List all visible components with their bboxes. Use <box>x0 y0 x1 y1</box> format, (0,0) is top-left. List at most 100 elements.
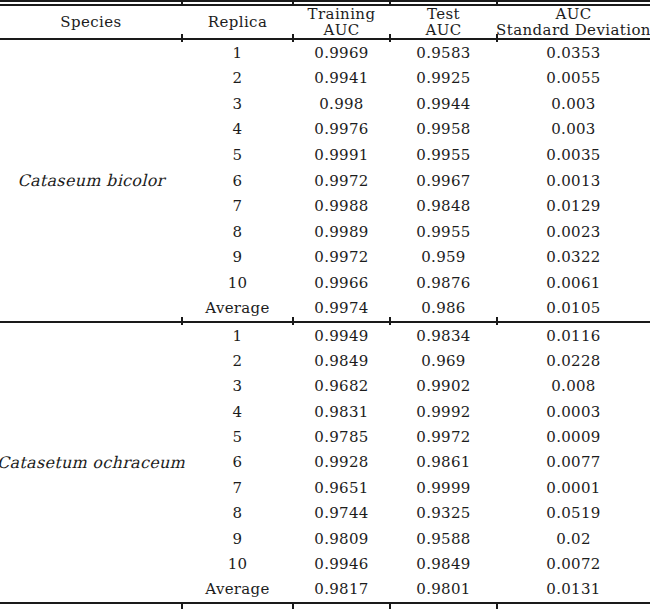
test-auc-cell: 0.969 <box>390 352 497 370</box>
test-auc-cell: 0.9583 <box>390 44 497 62</box>
replica-cell: 10 <box>182 274 293 292</box>
training-auc-cell: 0.9817 <box>293 580 390 598</box>
species-separator-rule <box>0 321 650 323</box>
table-row: 90.99720.9590.0322 <box>0 244 650 270</box>
auc-sd-cell: 0.0055 <box>497 69 650 87</box>
table-row: 80.97440.93250.0519 <box>0 501 650 526</box>
column-boundary-tick <box>292 602 294 609</box>
column-header-test-auc-line1: Test <box>427 6 460 22</box>
test-auc-cell: 0.9955 <box>390 223 497 241</box>
test-auc-cell: 0.9944 <box>390 95 497 113</box>
table-bottom-rule <box>0 602 650 604</box>
table-row: 90.98090.95880.02 <box>0 526 650 551</box>
training-auc-cell: 0.9972 <box>293 172 390 190</box>
test-auc-cell: 0.9967 <box>390 172 497 190</box>
replica-cell: 2 <box>182 69 293 87</box>
auc-sd-cell: 0.0228 <box>497 352 650 370</box>
table-row: 70.96510.99990.0001 <box>0 475 650 500</box>
column-boundary-tick <box>389 602 391 609</box>
column-boundary-tick <box>181 34 183 42</box>
column-header-test-auc-line2: AUC <box>425 22 461 38</box>
species-group: Catasetum ochraceum10.99490.98340.011620… <box>0 323 650 602</box>
auc-sd-cell: 0.008 <box>497 377 650 395</box>
auc-sd-cell: 0.02 <box>497 530 650 548</box>
table-row: 100.99460.98490.0072 <box>0 551 650 576</box>
table-row: Average0.98170.98010.0131 <box>0 577 650 602</box>
table-row: 20.98490.9690.0228 <box>0 348 650 373</box>
table-row: 40.98310.99920.0003 <box>0 399 650 424</box>
table-row: 60.99280.98610.0077 <box>0 450 650 475</box>
column-boundary-tick <box>389 0 391 6</box>
test-auc-cell: 0.9992 <box>390 403 497 421</box>
table-row: 20.99410.99250.0055 <box>0 66 650 92</box>
test-auc-cell: 0.9325 <box>390 504 497 522</box>
table-row: 10.99490.98340.0116 <box>0 323 650 348</box>
training-auc-cell: 0.9941 <box>293 69 390 87</box>
column-header-training-auc: Training AUC <box>293 5 390 38</box>
replica-cell: 4 <box>182 403 293 421</box>
replica-cell: 2 <box>182 352 293 370</box>
test-auc-cell: 0.9972 <box>390 428 497 446</box>
auc-sd-cell: 0.0003 <box>497 403 650 421</box>
replica-cell: 5 <box>182 428 293 446</box>
column-header-training-auc-line2: AUC <box>323 22 359 38</box>
table-row: 50.99910.99550.0035 <box>0 142 650 168</box>
training-auc-cell: 0.9976 <box>293 120 390 138</box>
column-boundary-tick <box>181 317 183 325</box>
test-auc-cell: 0.9861 <box>390 453 497 471</box>
auc-sd-cell: 0.0077 <box>497 453 650 471</box>
test-auc-cell: 0.9849 <box>390 555 497 573</box>
column-header-replica-label: Replica <box>208 14 268 30</box>
training-auc-cell: 0.9949 <box>293 327 390 345</box>
test-auc-cell: 0.9925 <box>390 69 497 87</box>
table-row: Average0.99740.9860.0105 <box>0 295 650 321</box>
replica-cell: Average <box>182 580 293 598</box>
column-header-auc-standard-deviation: AUC Standard Deviation <box>497 5 650 38</box>
training-auc-cell: 0.9974 <box>293 299 390 317</box>
replica-cell: 10 <box>182 555 293 573</box>
replica-cell: 1 <box>182 44 293 62</box>
column-header-species: Species <box>0 5 182 38</box>
auc-sd-cell: 0.0353 <box>497 44 650 62</box>
table-row: 30.96820.99020.008 <box>0 374 650 399</box>
replica-cell: 3 <box>182 95 293 113</box>
auc-sd-cell: 0.0519 <box>497 504 650 522</box>
test-auc-cell: 0.9958 <box>390 120 497 138</box>
auc-sd-cell: 0.0072 <box>497 555 650 573</box>
replica-cell: 8 <box>182 504 293 522</box>
training-auc-cell: 0.9785 <box>293 428 390 446</box>
training-auc-cell: 0.9989 <box>293 223 390 241</box>
table-top-outer-rule <box>0 0 650 2</box>
column-header-species-label: Species <box>60 14 121 30</box>
replica-cell: 7 <box>182 197 293 215</box>
test-auc-cell: 0.9999 <box>390 479 497 497</box>
column-boundary-tick <box>292 0 294 6</box>
column-header-auc-sd-line1: AUC <box>555 6 591 22</box>
training-auc-cell: 0.9988 <box>293 197 390 215</box>
training-auc-cell: 0.9849 <box>293 352 390 370</box>
replica-cell: 6 <box>182 453 293 471</box>
column-boundary-tick <box>496 34 498 42</box>
test-auc-cell: 0.9588 <box>390 530 497 548</box>
auc-sd-cell: 0.0035 <box>497 146 650 164</box>
training-auc-cell: 0.9969 <box>293 44 390 62</box>
training-auc-cell: 0.9682 <box>293 377 390 395</box>
replica-cell: Average <box>182 299 293 317</box>
auc-sd-cell: 0.0131 <box>497 580 650 598</box>
column-boundary-tick <box>181 602 183 609</box>
column-header-replica: Replica <box>182 5 293 38</box>
replica-cell: 7 <box>182 479 293 497</box>
test-auc-cell: 0.959 <box>390 248 497 266</box>
table-row: 70.99880.98480.0129 <box>0 193 650 219</box>
auc-sd-cell: 0.0001 <box>497 479 650 497</box>
training-auc-cell: 0.9831 <box>293 403 390 421</box>
species-group: Cataseum bicolor10.99690.95830.035320.99… <box>0 40 650 321</box>
test-auc-cell: 0.9876 <box>390 274 497 292</box>
training-auc-cell: 0.9966 <box>293 274 390 292</box>
test-auc-cell: 0.986 <box>390 299 497 317</box>
table-row: 80.99890.99550.0023 <box>0 219 650 245</box>
column-boundary-tick <box>389 317 391 325</box>
column-boundary-tick <box>292 317 294 325</box>
auc-sd-cell: 0.003 <box>497 95 650 113</box>
replica-cell: 5 <box>182 146 293 164</box>
